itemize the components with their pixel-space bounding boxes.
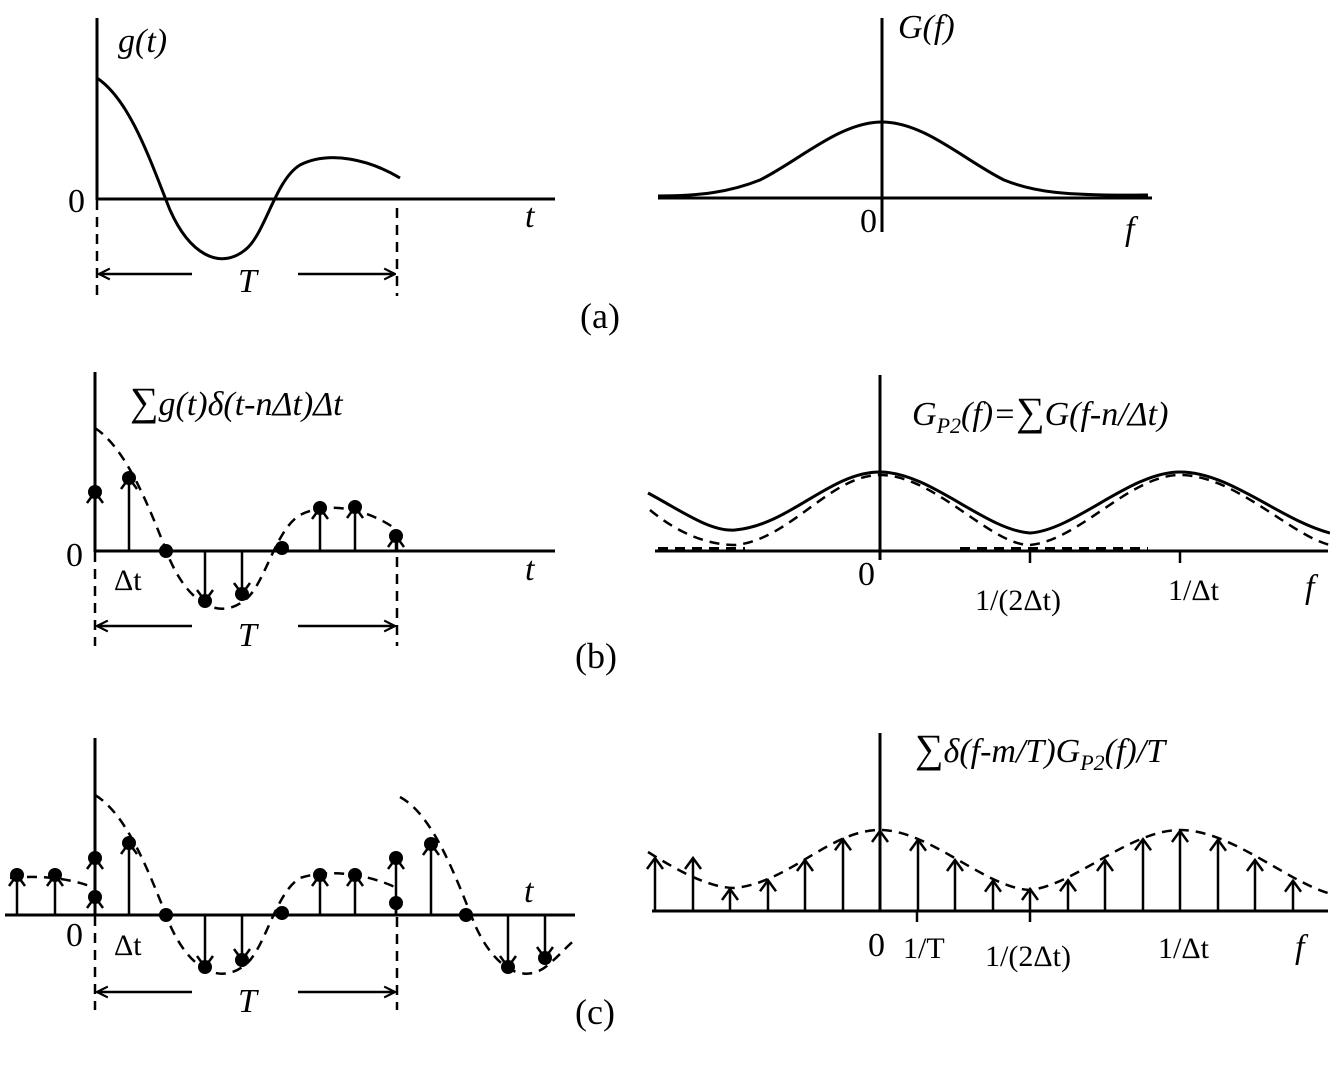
impulse [758,878,778,911]
panel-a-time: g(t) 0 t T [68,18,555,300]
impulse [421,837,441,915]
impulse [119,471,139,551]
y-label: ∑δ(f-m/T)GP2(f)/T [915,726,1167,775]
impulse [45,868,65,915]
impulse [85,890,105,915]
impulse [232,915,252,967]
y-label: g(t) [118,23,167,60]
impulse [1245,857,1265,911]
half-label: 1/(2Δt) [975,584,1061,617]
impulse [498,915,518,974]
impulse [945,857,965,911]
impulse [833,837,853,911]
y-label: ∑g(t)δ(t-nΔt)Δt [130,379,344,424]
zero-label: 0 [68,183,85,220]
impulse [159,544,173,558]
impulse [1095,857,1115,911]
impulse [85,485,105,551]
impulse [908,837,928,911]
panel-b: ∑g(t)δ(t-nΔt)Δt 0 Δt t T GP2(f)=∑G(f-n/Δ… [66,372,1330,676]
impulse [119,836,139,915]
zero-label: 0 [860,203,877,240]
impulse [275,541,289,555]
impulse [159,908,173,922]
step-label: Δt [114,564,142,597]
envelope-period-2 [399,795,576,975]
impulse [195,915,215,974]
span-label: T [238,617,259,654]
full-label: 1/Δt [1158,932,1210,965]
impulse [386,529,406,551]
shifted-dashed [649,473,1330,547]
half-label: 1/(2Δt) [985,940,1071,973]
impulse [1133,837,1153,911]
g-curve [96,76,401,261]
span-label: T [238,983,259,1020]
step-label: Δt [114,929,142,962]
x-label: t [525,551,536,588]
zero-label: 0 [66,917,83,954]
impulse [870,828,890,911]
panel-c-time: 0 Δt t T [5,738,576,1020]
impulse [683,855,703,911]
impulse [459,908,473,922]
impulse [720,886,740,911]
caption-b: (b) [575,636,617,676]
x-label: f [1125,211,1139,248]
x-label: t [525,198,536,235]
impulse [195,551,215,608]
zero-label: 0 [858,556,875,593]
y-label: GP2(f)=∑G(f-n/Δt) [912,389,1168,438]
span-label: T [238,263,259,300]
y-label: G(f) [898,9,955,46]
impulse [1058,878,1078,911]
spectral-line-impulses [645,828,1303,911]
periodic-solid [647,470,1330,535]
impulse [232,551,252,601]
full-label: 1/Δt [1168,574,1220,607]
impulse [345,500,365,551]
impulse [1020,886,1040,911]
x-label: t [524,873,535,910]
impulse [1283,878,1303,911]
panel-a-freq: G(f) 0 f [657,9,1152,248]
x-label: f [1295,929,1309,966]
panel-b-time: ∑g(t)δ(t-nΔt)Δt 0 Δt t T [66,372,555,654]
periodic-sample-impulses [7,836,555,974]
impulse [645,855,665,911]
impulse [310,868,330,915]
spectrum-envelope [647,828,1329,895]
impulse [535,915,555,965]
panel-c-freq: ∑δ(f-m/T)GP2(f)/T 0 1/T 1/(2Δt) 1/Δt f [645,726,1329,973]
G-curve [657,120,1149,198]
panel-b-freq: GP2(f)=∑G(f-n/Δt) 0 1/(2Δt) 1/Δt f [647,375,1330,617]
panel-c: 0 Δt t T ∑δ(f-m/T)GP2(f)/T 0 1/T 1/(2Δt)… [5,726,1329,1032]
impulse [1170,828,1190,911]
caption-a: (a) [580,296,620,336]
impulse [795,857,815,911]
inv-t-label: 1/T [903,932,945,965]
zero-label: 0 [868,927,885,964]
impulse [7,868,27,915]
impulse [983,878,1003,911]
caption-c: (c) [575,992,615,1032]
sample-impulses [85,471,406,608]
panel-a: g(t) 0 t T G(f) 0 f (a) [68,9,1152,336]
impulse [1208,837,1228,911]
zero-label: 0 [66,537,83,574]
impulse [345,868,365,915]
impulse [310,501,330,551]
x-label: f [1305,569,1319,606]
impulse [275,906,289,920]
